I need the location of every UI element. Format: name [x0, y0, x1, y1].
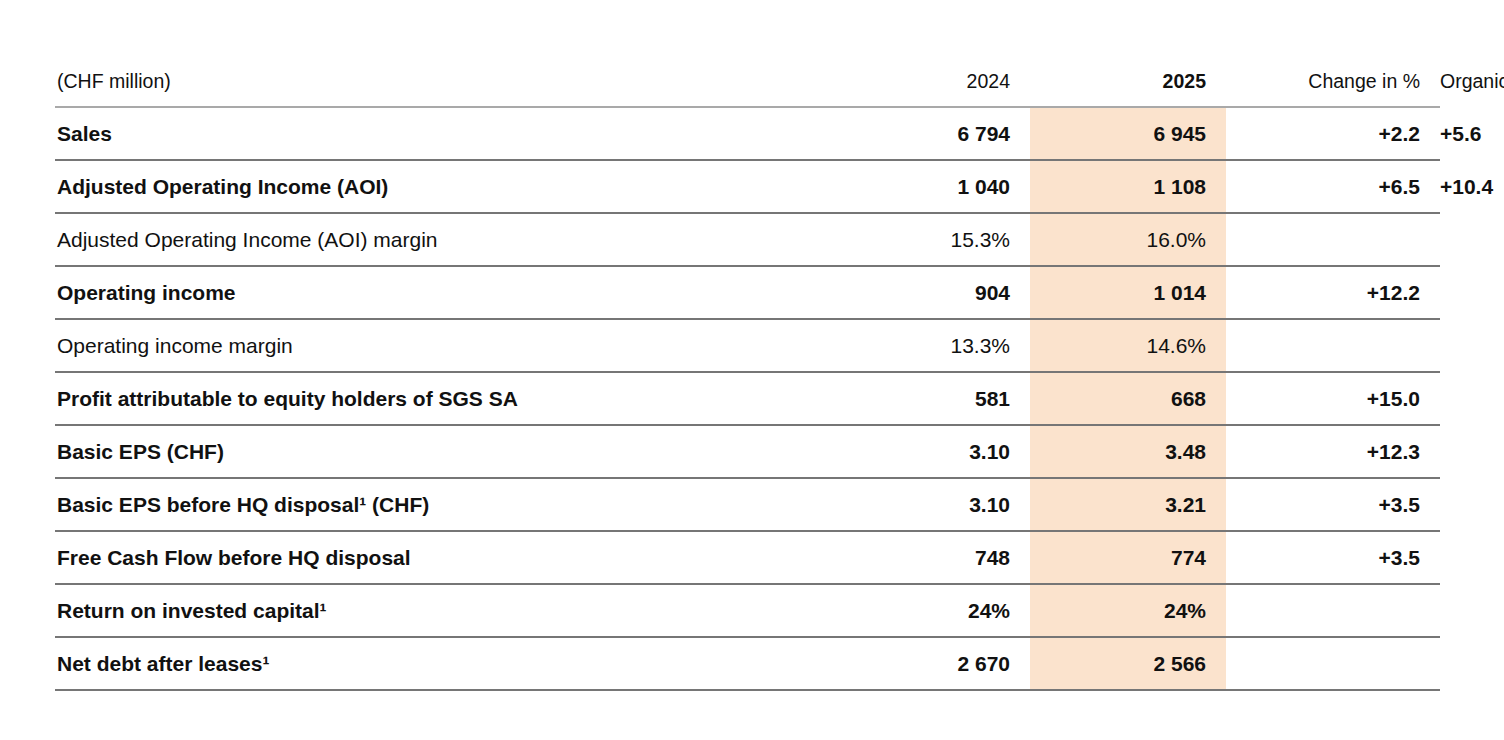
cell-change: +12.2 [1226, 266, 1440, 319]
table-row: Free Cash Flow before HQ disposal748774+… [55, 531, 1440, 584]
financial-highlights-table: (CHF million) 2024 2025 Change in % Orga… [55, 30, 1440, 691]
cell-change: +3.5 [1226, 478, 1440, 531]
cell-2024: 581 [835, 372, 1030, 425]
cell-2024: 3.10 [835, 478, 1030, 531]
cell-2025: 2 566 [1030, 637, 1226, 690]
cell-change: +15.0 [1226, 372, 1440, 425]
table-row: Adjusted Operating Income (AOI) margin15… [55, 213, 1440, 266]
column-header-2024: 2024 [835, 30, 1030, 107]
table-row: Basic EPS (CHF)3.103.48+12.3 [55, 425, 1440, 478]
cell-2025: 14.6% [1030, 319, 1226, 372]
column-header-2025: 2025 [1030, 30, 1226, 107]
column-header-change: Change in % [1226, 30, 1440, 107]
financial-highlights-page: (CHF million) 2024 2025 Change in % Orga… [0, 0, 1504, 740]
cell-2024: 6 794 [835, 107, 1030, 160]
table-row: Sales6 7946 945+2.2+5.6 [55, 107, 1440, 160]
cell-2025: 668 [1030, 372, 1226, 425]
table-row: Operating income margin13.3%14.6% [55, 319, 1440, 372]
cell-2024: 748 [835, 531, 1030, 584]
cell-2024: 904 [835, 266, 1030, 319]
cell-2025: 1 014 [1030, 266, 1226, 319]
cell-2024: 13.3% [835, 319, 1030, 372]
cell-2024: 2 670 [835, 637, 1030, 690]
cell-2024: 1 040 [835, 160, 1030, 213]
row-label: Basic EPS before HQ disposal¹ (CHF) [55, 478, 835, 531]
cell-change: +12.3 [1226, 425, 1440, 478]
table-row: Adjusted Operating Income (AOI)1 0401 10… [55, 160, 1440, 213]
cell-change [1226, 637, 1440, 690]
table-row: Profit attributable to equity holders of… [55, 372, 1440, 425]
cell-2025: 3.48 [1030, 425, 1226, 478]
cell-2025: 16.0% [1030, 213, 1226, 266]
table-row: Basic EPS before HQ disposal¹ (CHF)3.103… [55, 478, 1440, 531]
unit-label: (CHF million) [55, 30, 835, 107]
cell-2025: 1 108 [1030, 160, 1226, 213]
table-body: Sales6 7946 945+2.2+5.6Adjusted Operatin… [55, 107, 1440, 690]
row-label: Operating income [55, 266, 835, 319]
cell-2025: 6 945 [1030, 107, 1226, 160]
table-header-row: (CHF million) 2024 2025 Change in % Orga… [55, 30, 1440, 107]
table-row: Operating income9041 014+12.2 [55, 266, 1440, 319]
cell-change: +3.5 [1226, 531, 1440, 584]
row-label: Return on invested capital¹ [55, 584, 835, 637]
cell-change: +2.2 [1226, 107, 1440, 160]
row-label: Adjusted Operating Income (AOI) [55, 160, 835, 213]
row-label: Free Cash Flow before HQ disposal [55, 531, 835, 584]
cell-change [1226, 213, 1440, 266]
row-label: Operating income margin [55, 319, 835, 372]
row-label: Profit attributable to equity holders of… [55, 372, 835, 425]
cell-2025: 774 [1030, 531, 1226, 584]
cell-2025: 3.21 [1030, 478, 1226, 531]
row-label: Adjusted Operating Income (AOI) margin [55, 213, 835, 266]
cell-2025: 24% [1030, 584, 1226, 637]
row-label: Basic EPS (CHF) [55, 425, 835, 478]
cell-change [1226, 319, 1440, 372]
table-row: Net debt after leases¹2 6702 566 [55, 637, 1440, 690]
cell-2024: 3.10 [835, 425, 1030, 478]
cell-change: +6.5 [1226, 160, 1440, 213]
cell-change [1226, 584, 1440, 637]
cell-2024: 24% [835, 584, 1030, 637]
cell-2024: 15.3% [835, 213, 1030, 266]
row-label: Sales [55, 107, 835, 160]
row-label: Net debt after leases¹ [55, 637, 835, 690]
table-row: Return on invested capital¹24%24% [55, 584, 1440, 637]
